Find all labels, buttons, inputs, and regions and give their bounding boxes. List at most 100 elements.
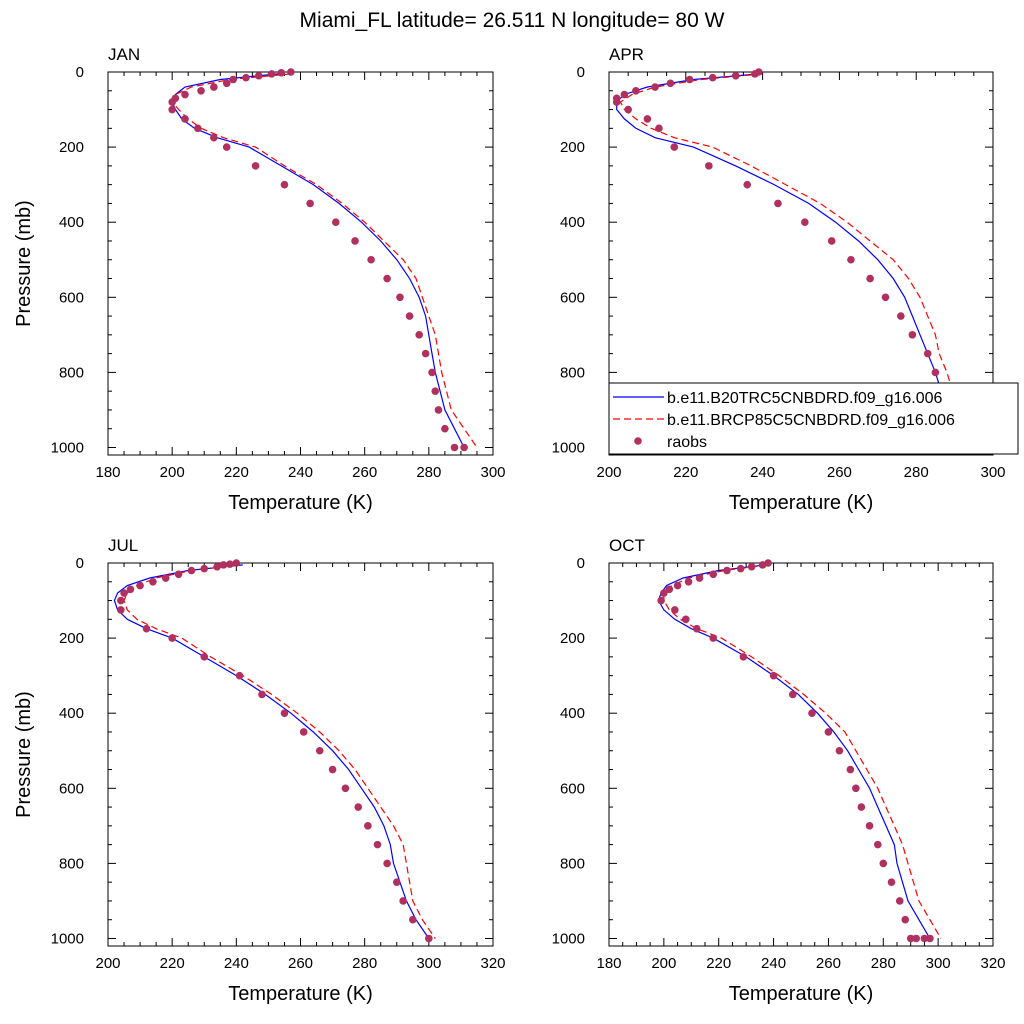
- panel-title: OCT: [609, 536, 645, 555]
- x-tick-label: 180: [596, 955, 621, 972]
- raobs-point: [373, 840, 382, 849]
- raobs-point: [181, 90, 189, 99]
- raobs-point: [908, 331, 917, 339]
- raobs-point: [657, 596, 665, 605]
- x-axis-label: Temperature (K): [729, 983, 874, 1005]
- y-tick-label: 1000: [552, 439, 585, 456]
- raobs-point: [331, 218, 340, 226]
- raobs-point: [126, 585, 135, 594]
- raobs-point: [431, 387, 440, 395]
- x-tick-label: 300: [416, 955, 441, 972]
- x-tick-label: 260: [288, 955, 313, 972]
- raobs-point: [219, 561, 228, 569]
- x-axis-label: Temperature (K): [729, 492, 874, 514]
- panels: JAN 180 200 220 240 260 280 300 0 200 400 600 800 100…: [13, 45, 1006, 1005]
- raobs-point: [846, 765, 855, 774]
- raobs-point: [866, 274, 874, 283]
- raobs-point: [222, 79, 231, 88]
- y-tick-label: 600: [560, 780, 585, 797]
- raobs-point: [682, 615, 690, 624]
- y-tick-label: 200: [560, 630, 585, 647]
- y-tick-label: 200: [59, 139, 84, 156]
- raobs-point: [242, 73, 250, 82]
- raobs-point: [655, 124, 663, 133]
- raobs-point: [671, 606, 679, 614]
- y-tick-label: 600: [560, 289, 585, 306]
- y-tick-label: 1000: [552, 930, 585, 947]
- raobs-point: [709, 570, 718, 579]
- x-tick-label: 220: [706, 955, 731, 972]
- legend-label: b.e11.BRCP85C5CNBDRD.f09_g16.006: [667, 412, 955, 429]
- y-tick-label: 800: [59, 855, 84, 872]
- x-axis-label: Temperature (K): [228, 492, 373, 514]
- figure-title: Miami_FL latitude= 26.511 N longitude= 8…: [300, 9, 725, 32]
- x-tick-label: 300: [480, 464, 505, 481]
- raobs-point: [421, 349, 430, 358]
- x-tick-label: 180: [95, 464, 120, 481]
- y-tick-label: 0: [76, 64, 84, 81]
- raobs-point: [788, 690, 797, 699]
- raobs-point: [408, 915, 417, 924]
- y-tick-label: 400: [560, 705, 585, 722]
- x-axis-label: Temperature (K): [228, 983, 373, 1005]
- raobs-point: [632, 86, 640, 95]
- raobs-point: [226, 560, 234, 568]
- legend-label: b.e11.B20TRC5CNBDRD.f09_g16.006: [667, 390, 943, 407]
- x-tick-label: 240: [288, 464, 313, 481]
- raobs-point: [200, 564, 209, 573]
- raobs-point: [254, 71, 263, 80]
- series-line-rcp85: [619, 73, 986, 448]
- raobs-point: [692, 624, 701, 633]
- raobs-point: [801, 218, 809, 226]
- y-tick-label: 400: [59, 214, 84, 231]
- raobs-point: [758, 561, 767, 569]
- raobs-point: [670, 143, 679, 151]
- raobs-point: [364, 822, 372, 830]
- y-tick-label: 0: [577, 555, 585, 572]
- raobs-point: [708, 73, 717, 82]
- series-line-rcp85: [663, 564, 942, 939]
- raobs-point: [895, 897, 904, 905]
- x-tick-label: 280: [904, 464, 929, 481]
- raobs-point: [428, 368, 436, 377]
- x-tick-label: 280: [416, 464, 441, 481]
- raobs-point: [299, 728, 308, 736]
- raobs-point: [213, 562, 221, 571]
- raobs-point: [399, 897, 407, 905]
- raobs-point: [709, 634, 718, 642]
- panel-jul: JUL 200 220 240 260 280 300 320 0 200 400 600 800 100…: [13, 536, 506, 1005]
- raobs-point: [695, 574, 704, 582]
- raobs-point: [117, 606, 125, 614]
- raobs-point: [425, 934, 433, 943]
- y-tick-label: 800: [560, 855, 585, 872]
- raobs-point: [280, 709, 289, 717]
- raobs-point: [847, 255, 855, 264]
- raobs-point: [736, 564, 745, 573]
- raobs-point: [168, 98, 176, 106]
- raobs-point: [168, 105, 176, 114]
- y-tick-label: 200: [59, 630, 84, 647]
- y-tick-label: 800: [560, 364, 585, 381]
- raobs-point: [315, 746, 324, 755]
- raobs-point: [743, 180, 752, 189]
- x-tick-label: 200: [651, 955, 676, 972]
- raobs-point: [624, 105, 632, 114]
- series-line-rcp85: [123, 564, 436, 939]
- raobs-point: [887, 878, 896, 886]
- raobs-point: [229, 75, 237, 84]
- y-tick-label: 600: [59, 289, 84, 306]
- raobs-point: [666, 79, 675, 88]
- x-tick-label: 220: [160, 955, 185, 972]
- raobs-point: [251, 162, 260, 170]
- y-tick-label: 400: [59, 705, 84, 722]
- x-tick-label: 320: [480, 955, 505, 972]
- raobs-point: [194, 124, 202, 133]
- raobs-point: [897, 312, 905, 320]
- raobs-point: [824, 728, 833, 736]
- raobs-point: [142, 624, 151, 633]
- raobs-point: [197, 86, 205, 95]
- x-tick-label: 220: [673, 464, 698, 481]
- raobs-point: [200, 653, 209, 661]
- x-tick-label: 200: [95, 955, 120, 972]
